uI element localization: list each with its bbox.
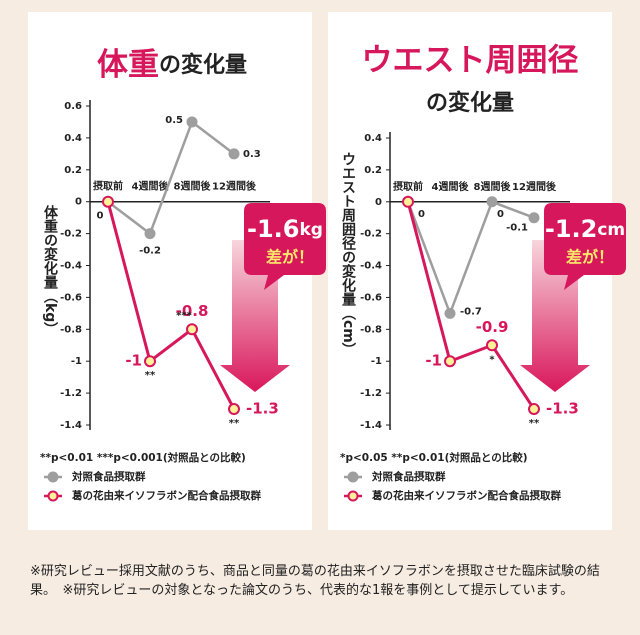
point xyxy=(228,403,240,416)
callout-box xyxy=(244,203,326,290)
data-label: -0.2 xyxy=(139,246,161,257)
title-main: 体重 xyxy=(97,47,159,83)
callout-number: -1.2 xyxy=(545,215,597,243)
note: ※研究レビュー採用文献のうち、商品と同量の葛の花由来イソフラボンを摂取させた臨床… xyxy=(30,564,600,598)
data-label: 0.5 xyxy=(165,115,183,126)
chart-title: の変化量 xyxy=(426,90,514,116)
series-line xyxy=(406,201,536,410)
callout-box xyxy=(544,203,626,290)
point xyxy=(402,195,414,208)
legend-label: 対照食品摂取群 xyxy=(71,470,146,483)
significance: ** xyxy=(529,418,540,429)
y-tick-label: 0.2 xyxy=(64,165,82,176)
point xyxy=(186,323,198,336)
data-label: -1.3 xyxy=(246,400,279,418)
y-tick-label: -1 xyxy=(371,356,382,367)
data-label: 0 xyxy=(497,209,504,220)
x-tick-label: 摂取前 xyxy=(393,180,423,193)
series-line xyxy=(106,201,236,410)
callout-text: 差が！ xyxy=(566,248,614,267)
y-tick-label: 0.4 xyxy=(64,133,82,144)
point xyxy=(102,195,114,208)
point xyxy=(444,307,456,319)
y-tick-label: -0.4 xyxy=(360,261,382,272)
y-tick-label: -1.4 xyxy=(360,420,382,431)
y-tick-label: -1.2 xyxy=(60,388,82,399)
point xyxy=(144,228,156,240)
x-tick-label: 12週間後 xyxy=(512,180,557,193)
point xyxy=(486,196,498,208)
point xyxy=(186,116,198,128)
y-tick-label: -0.2 xyxy=(360,229,382,240)
callout-unit: kg xyxy=(300,220,323,240)
y-axis-label: 体重の変化量（kg） xyxy=(42,204,59,336)
significance: * xyxy=(489,354,495,365)
point xyxy=(486,339,498,352)
significance: *** xyxy=(176,310,192,321)
chart-title: 体重の変化量 xyxy=(97,47,247,83)
series-line xyxy=(406,200,535,317)
y-tick-label: 0.6 xyxy=(64,101,82,112)
x-tick-label: 4週間後 xyxy=(132,180,170,193)
legend-label: 対照食品摂取群 xyxy=(371,470,446,483)
callout-value: -1.2cm xyxy=(545,215,625,243)
y-tick-label: 0 xyxy=(375,197,382,208)
data-label: 0.3 xyxy=(243,149,261,160)
data-label: -1.3 xyxy=(546,400,579,418)
significance: ** xyxy=(145,370,156,381)
callout-value: -1.6kg xyxy=(247,215,323,243)
footnote: **p<0.01 ***p<0.001(対照品との比較) xyxy=(40,451,246,464)
data-label: -0.8 xyxy=(176,302,209,320)
y-tick-label: -0.8 xyxy=(60,324,82,335)
y-tick-label: 0.2 xyxy=(364,165,382,176)
significance: ** xyxy=(229,418,240,429)
data-label: -0.9 xyxy=(476,318,509,336)
y-tick-label: -0.2 xyxy=(60,229,82,240)
legend-marker xyxy=(347,471,359,483)
x-tick-label: 摂取前 xyxy=(93,180,123,193)
legend-marker xyxy=(47,471,59,483)
y-tick-label: 0.4 xyxy=(364,133,382,144)
callout-unit: cm xyxy=(597,220,625,240)
charts: 体重の変化量体重の変化量（kg）0.60.40.20-0.2-0.4-0.6-0… xyxy=(28,12,626,530)
data-label: -0.7 xyxy=(460,306,482,317)
y-tick-label: -0.6 xyxy=(360,292,382,303)
y-tick-label: -0.6 xyxy=(60,292,82,303)
x-tick-label: 4週間後 xyxy=(432,180,470,193)
data-label: -1 xyxy=(125,352,142,370)
legend-marker xyxy=(347,490,359,502)
y-tick-label: -0.8 xyxy=(360,324,382,335)
y-tick-label: 0 xyxy=(75,197,82,208)
point xyxy=(144,355,156,368)
point xyxy=(528,212,540,224)
chart-title: ウエスト周囲径 xyxy=(362,43,579,79)
callout-number: -1.6 xyxy=(247,215,299,243)
data-label: -0.1 xyxy=(506,223,528,234)
point xyxy=(444,355,456,368)
legend-label: 葛の花由来イソフラボン配合食品摂取群 xyxy=(371,489,561,502)
x-tick-label: 8週間後 xyxy=(474,180,512,193)
point xyxy=(528,403,540,416)
y-tick-label: -1 xyxy=(71,356,82,367)
data-label: -1 xyxy=(425,352,442,370)
point xyxy=(228,148,240,160)
callout-text: 差が！ xyxy=(266,248,314,267)
series-line xyxy=(107,119,235,236)
footnote: *p<0.05 **p<0.01(対照品との比較) xyxy=(340,451,528,464)
legend-marker xyxy=(47,490,59,502)
y-tick-label: -0.4 xyxy=(60,261,82,272)
y-axis-label: ウエスト周囲径の変化量（cm） xyxy=(340,152,357,357)
data-label: 0 xyxy=(418,209,425,220)
y-tick-label: -1.4 xyxy=(60,420,82,431)
y-tick-label: -1.2 xyxy=(360,388,382,399)
legend-label: 葛の花由来イソフラボン配合食品摂取群 xyxy=(71,489,261,502)
x-tick-label: 12週間後 xyxy=(212,180,257,193)
title-sub: の変化量 xyxy=(159,52,247,78)
x-tick-label: 8週間後 xyxy=(174,180,212,193)
data-label: 0 xyxy=(97,211,104,222)
